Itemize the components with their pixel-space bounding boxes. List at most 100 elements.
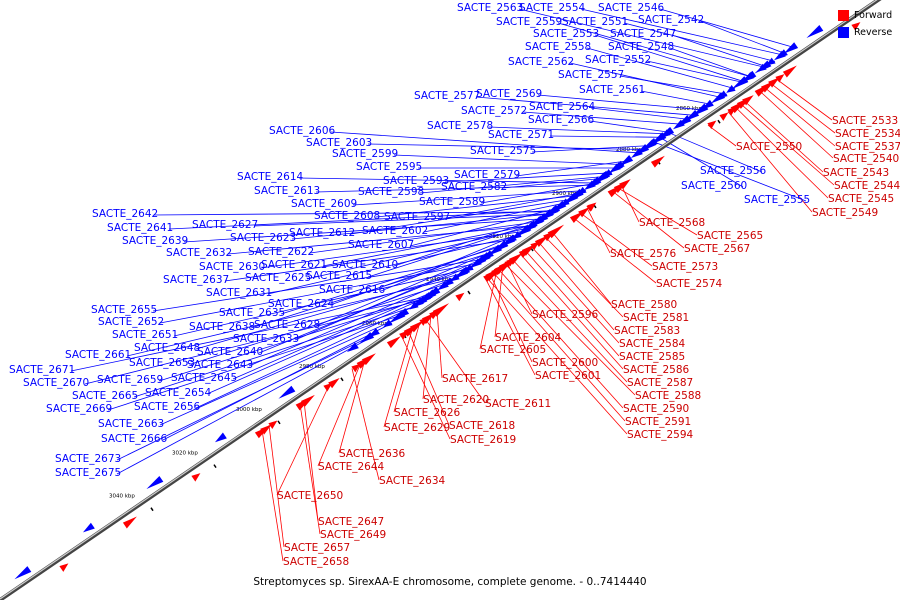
leader-line (393, 321, 421, 413)
forward-gene-SACTE_2574 (569, 211, 584, 224)
leader-line (422, 314, 432, 400)
gene-label: SACTE_2670 (23, 377, 89, 389)
gene-label: SACTE_2577 (414, 90, 480, 102)
gene-label: SACTE_2598 (358, 186, 424, 198)
leader-line (763, 86, 836, 147)
leader-line (549, 135, 665, 138)
gene-label: SACTE_2567 (684, 243, 750, 255)
gene-label: SACTE_2628 (254, 319, 320, 331)
gene-label: SACTE_2663 (98, 418, 164, 430)
reverse-gene-SACTE_2661 (450, 273, 460, 282)
leader-line (400, 334, 451, 440)
reverse-gene-unlabelled (610, 161, 623, 172)
gene-label: SACTE_2585 (619, 351, 685, 363)
forward-gene-SACTE_2644 (356, 355, 374, 369)
gene-label: SACTE_2589 (419, 196, 485, 208)
gene-label: SACTE_2644 (318, 461, 385, 473)
gene-label: SACTE_2565 (697, 230, 763, 242)
reverse-gene-SACTE_2615 (527, 215, 545, 229)
leader-line (661, 138, 744, 188)
gene-label: SACTE_2575 (470, 145, 536, 157)
reverse-gene-unlabelled (478, 252, 491, 262)
forward-gene-SACTE_2649 (295, 396, 313, 411)
gene-label: SACTE_2584 (619, 338, 686, 350)
forward-gene-SACTE_2626 (419, 317, 429, 326)
gene-label: SACTE_2540 (833, 153, 899, 165)
leader-line (84, 298, 429, 385)
gene-label: SACTE_2586 (623, 364, 690, 376)
reverse-gene-SACTE_2547 (754, 60, 772, 74)
reverse-gene-unlabelled (542, 205, 560, 219)
leader-line (383, 326, 414, 428)
axis-tick-label: 3040 kbp (109, 494, 135, 500)
leader-line (497, 268, 624, 409)
gene-label: SACTE_2622 (248, 246, 314, 258)
gene-label: SACTE_2603 (306, 137, 372, 149)
reverse-gene-SACTE_2628 (491, 240, 509, 254)
gene-label: SACTE_2553 (533, 28, 599, 40)
forward-gene-SACTE_2549 (727, 106, 737, 116)
reverse-gene-unlabelled (214, 432, 227, 443)
leader-line (551, 231, 612, 305)
leader-line (306, 226, 534, 280)
leader-line (350, 198, 575, 235)
leader-line (393, 154, 625, 166)
leader-line (557, 22, 753, 78)
gene-label: SACTE_2631 (206, 287, 272, 299)
forward-gene-unlabelled (782, 65, 797, 78)
forward-gene-SACTE_2581 (543, 231, 555, 242)
gene-label: SACTE_2613 (254, 185, 320, 197)
axis-tick-label: 2920 kbp (489, 234, 515, 240)
reverse-gene-SACTE_2675 (359, 331, 375, 344)
gene-label: SACTE_2576 (610, 248, 677, 260)
gene-label: SACTE_2653 (129, 357, 195, 369)
gene-label: SACTE_2627 (192, 219, 258, 231)
leader-line (232, 285, 448, 380)
reverse-gene-unlabelled (674, 115, 692, 129)
gene-label: SACTE_2629 (384, 422, 450, 434)
gene-label: SACTE_2564 (529, 101, 596, 113)
leader-line (646, 60, 745, 84)
leader-line (322, 223, 538, 267)
gene-label: SACTE_2551 (562, 16, 628, 28)
gene-label: SACTE_2655 (91, 304, 157, 316)
leader-line (190, 281, 453, 365)
gene-label: SACTE_2614 (237, 171, 304, 183)
leader-line (133, 304, 419, 398)
gene-label: SACTE_2545 (828, 193, 894, 205)
gene-label: SACTE_2626 (394, 407, 461, 419)
leader-line (267, 234, 522, 295)
reverse-gene-SACTE_2631 (512, 231, 522, 240)
gene-label: SACTE_2671 (9, 364, 75, 376)
leader-line (594, 34, 746, 83)
leader-line (530, 245, 620, 344)
forward-gene-SACTE_2634 (351, 363, 361, 373)
leader-line (338, 359, 366, 454)
leader-line (227, 225, 536, 255)
leader-line (579, 212, 653, 267)
gene-label: SACTE_2624 (268, 298, 335, 310)
gene-label: SACTE_2568 (639, 217, 705, 229)
leader-line (506, 262, 533, 315)
gene-label: SACTE_2658 (283, 556, 349, 568)
gene-label: SACTE_2616 (319, 284, 386, 296)
forward-gene-unlabelled (518, 245, 533, 258)
gene-label: SACTE_2642 (92, 208, 158, 220)
gene-label: SACTE_2618 (449, 420, 515, 432)
forward-swatch (838, 10, 849, 21)
gene-label: SACTE_2590 (623, 403, 689, 415)
leader-line (519, 253, 624, 370)
genes-layer (14, 22, 861, 580)
leader-line (623, 22, 776, 62)
gene-label: SACTE_2609 (291, 198, 357, 210)
leader-line (502, 177, 605, 189)
gene-label: SACTE_2547 (610, 28, 676, 40)
gene-label: SACTE_2630 (199, 261, 265, 273)
gene-label: SACTE_2581 (623, 312, 689, 324)
leader-line (317, 362, 362, 467)
leader-line (183, 218, 546, 243)
axis-tick-label: 3000 kbp (236, 407, 262, 413)
gene-label: SACTE_2640 (197, 346, 263, 358)
gene-label: SACTE_2548 (608, 41, 674, 53)
